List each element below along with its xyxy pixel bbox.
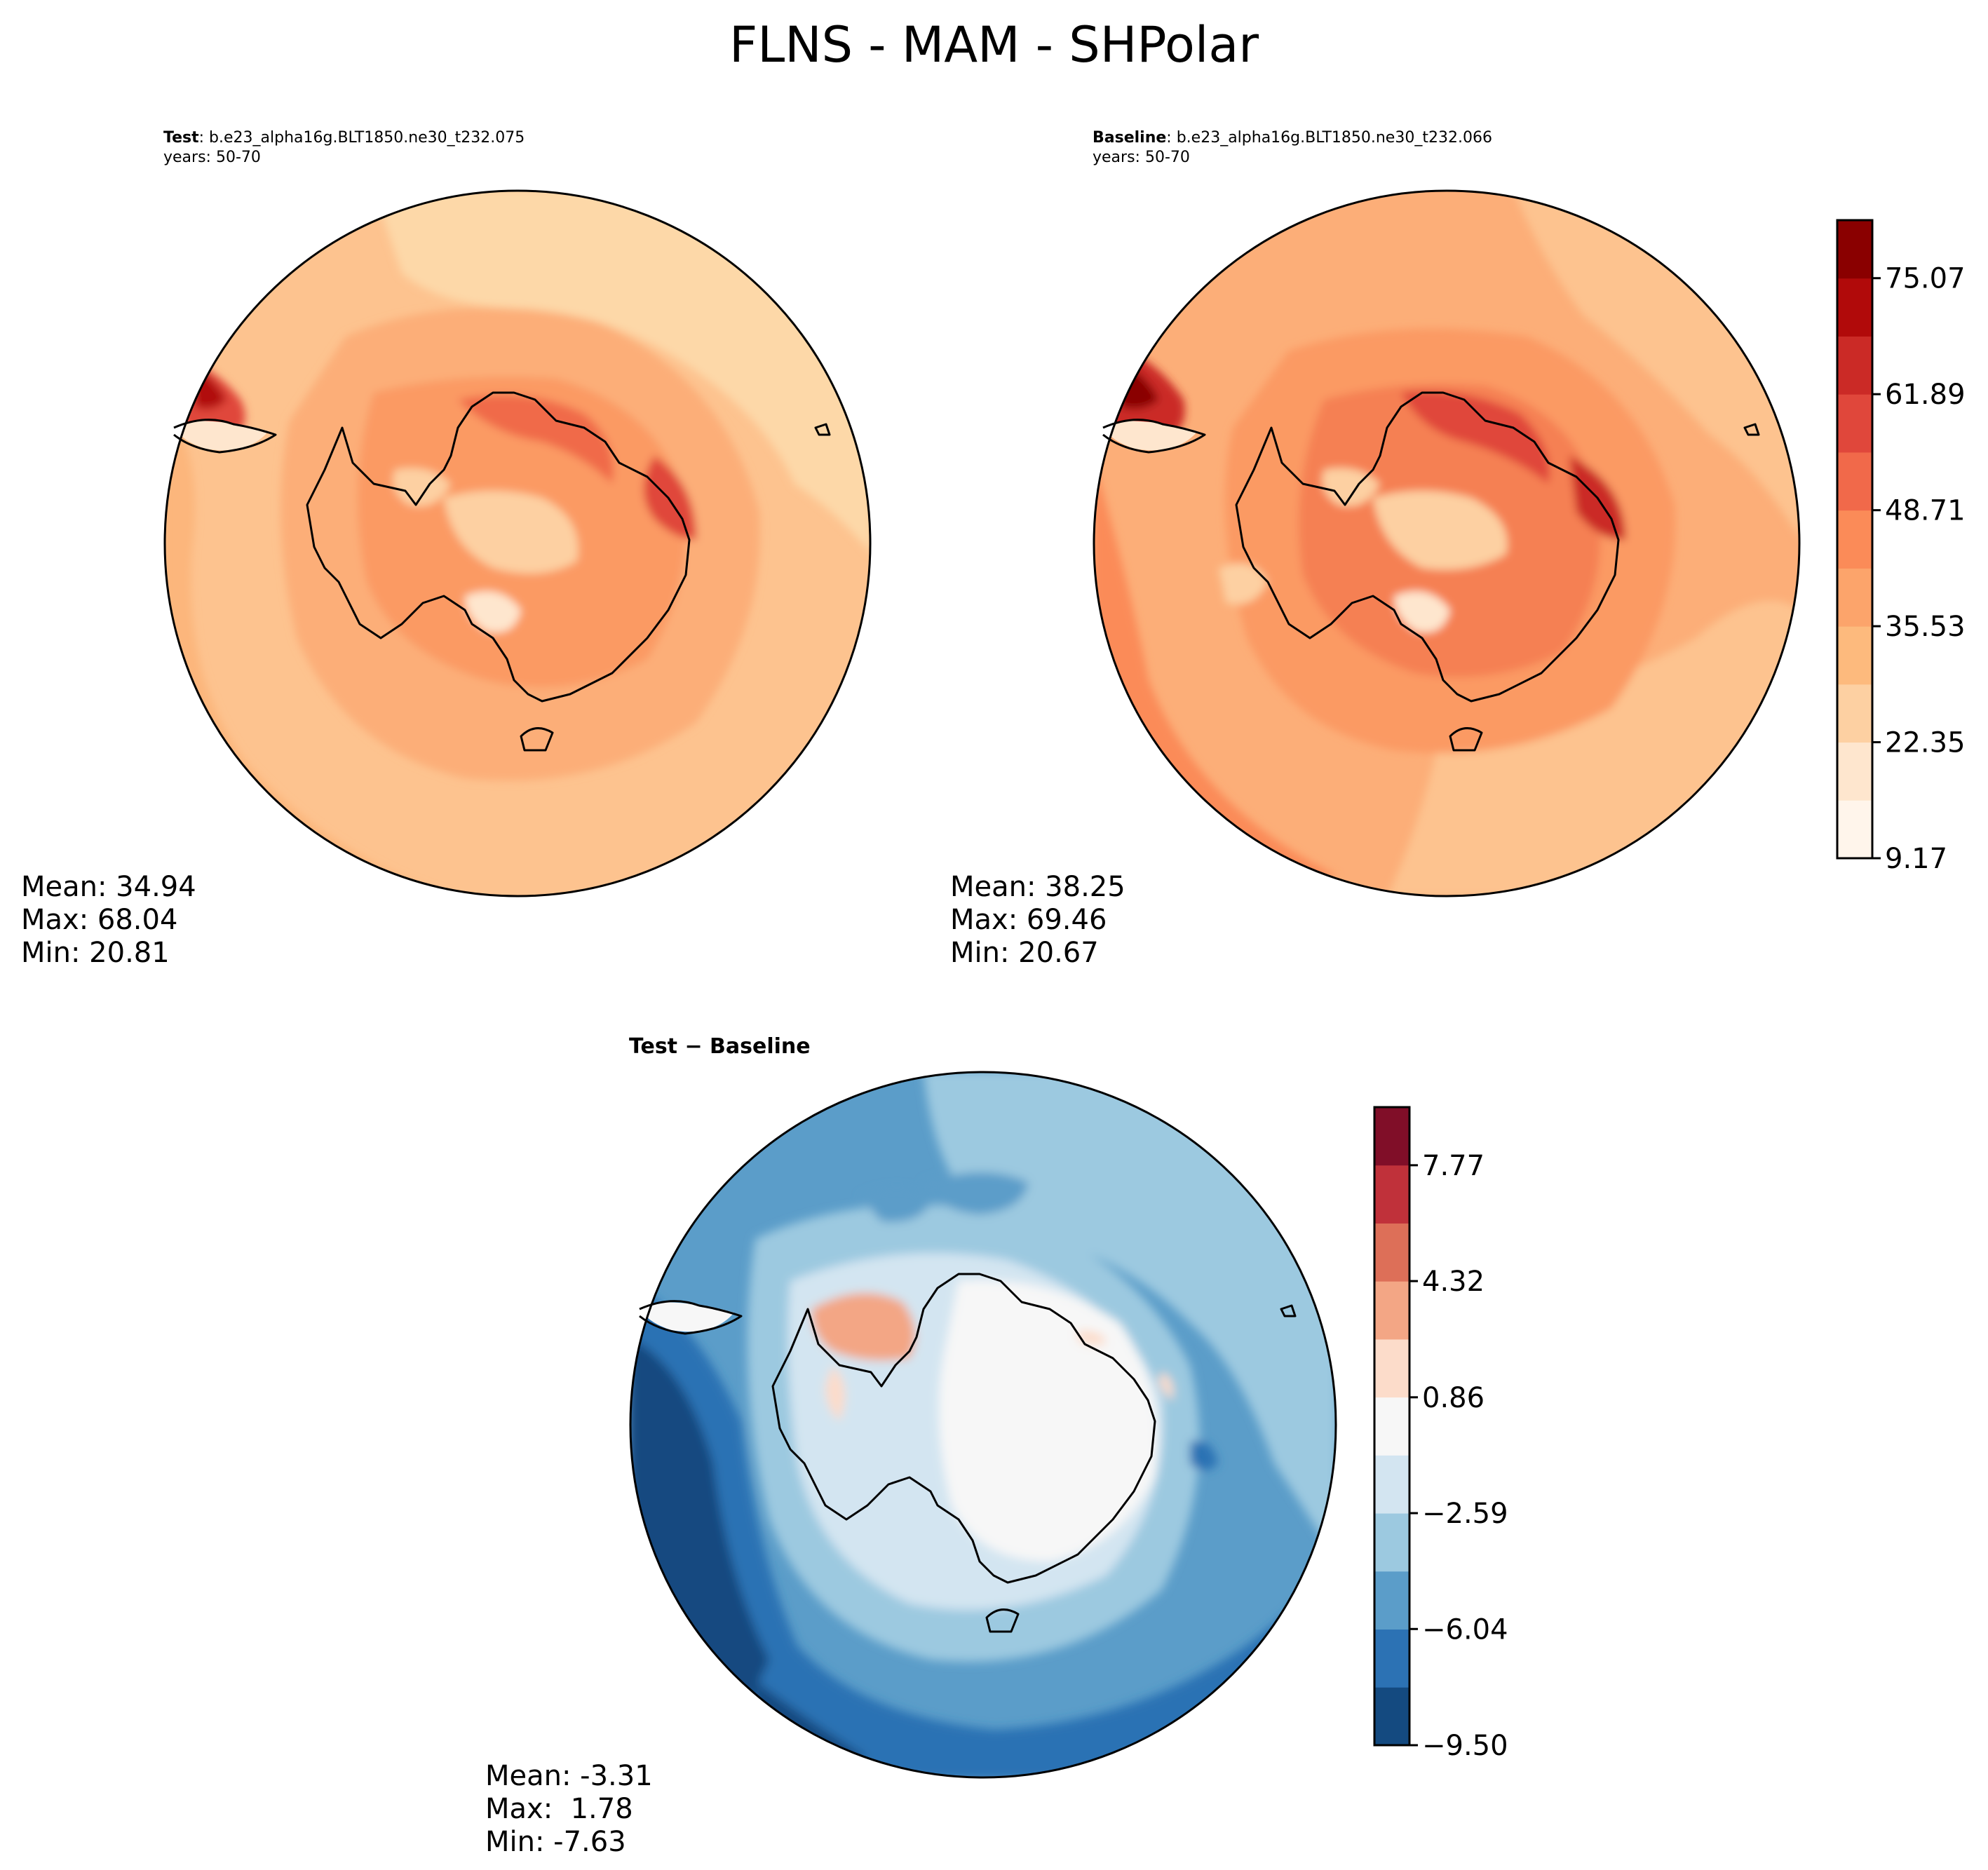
baseline-colorbar-segment [1837, 394, 1872, 453]
diff-colorbar-segment [1374, 1629, 1409, 1688]
baseline-stats: Mean: 38.25 Max: 69.46 Min: 20.67 [950, 871, 1125, 970]
diff-stats: Mean: -3.31 Max: 1.78 Min: -7.63 [485, 1760, 653, 1859]
baseline-colorbar-segment [1837, 220, 1872, 279]
baseline-min: Min: 20.67 [950, 937, 1099, 969]
test-min: Min: 20.81 [21, 937, 170, 969]
diff-max: Max: 1.78 [485, 1793, 633, 1825]
diff-colorbar-segment [1374, 1397, 1409, 1456]
diff-colorbar-segment [1374, 1165, 1409, 1224]
baseline-panel-title: Baseline: b.e23_alpha16g.BLT1850.ne30_t2… [1093, 128, 1492, 168]
baseline-colorbar-frame [1836, 219, 1874, 860]
diff-colorbar-segment [1374, 1513, 1409, 1572]
baseline-colorbar-segment [1837, 336, 1872, 395]
test-max: Max: 68.04 [21, 904, 178, 936]
diff-colorbar-tick-label: −2.59 [1422, 1498, 1508, 1530]
test-panel-title: Test: b.e23_alpha16g.BLT1850.ne30_t232.0… [163, 128, 525, 168]
baseline-colorbar-segment [1837, 800, 1872, 859]
baseline-colorbar-segment [1837, 626, 1872, 685]
test-map [163, 189, 872, 897]
baseline-colorbar-tick-label: 35.53 [1885, 611, 1966, 643]
baseline-colorbar-segment [1837, 684, 1872, 743]
baseline-colorbar-segment [1837, 510, 1872, 569]
baseline-colorbar: 9.17 22.35 35.53 48.71 61.89 75.07 [1836, 219, 1966, 875]
diff-colorbar-segment [1374, 1107, 1409, 1166]
baseline-colorbar-tick-label: 75.07 [1885, 263, 1966, 295]
test-field [165, 191, 870, 896]
baseline-colorbar-segment [1837, 742, 1872, 801]
test-mean: Mean: 34.94 [21, 871, 196, 903]
diff-field [630, 1072, 1336, 1777]
baseline-case: : b.e23_alpha16g.BLT1850.ne30_t232.066 [1166, 129, 1492, 147]
diff-min: Min: -7.63 [485, 1826, 626, 1858]
diff-colorbar-segment [1374, 1339, 1409, 1398]
diff-colorbar-segment [1374, 1223, 1409, 1282]
test-case: : b.e23_alpha16g.BLT1850.ne30_t232.075 [198, 129, 525, 147]
baseline-map [1093, 189, 1801, 897]
diff-coastline [639, 1273, 1297, 1633]
diff-colorbar-segment [1374, 1687, 1409, 1746]
baseline-colorbar-tick-label: 61.89 [1885, 379, 1966, 411]
baseline-colorbar-segment [1837, 452, 1872, 511]
diff-colorbar-tick-label: −6.04 [1422, 1613, 1508, 1646]
baseline-max: Max: 69.46 [950, 904, 1107, 936]
baseline-field [1094, 191, 1799, 896]
test-stats: Mean: 34.94 Max: 68.04 Min: 20.81 [21, 871, 196, 970]
diff-colorbar-frame [1373, 1106, 1411, 1747]
baseline-colorbar-segment [1837, 568, 1872, 627]
baseline-coastline [1102, 391, 1760, 752]
test-coastline [173, 391, 831, 752]
baseline-map-border [1093, 189, 1801, 897]
test-years: years: 50-70 [163, 149, 261, 166]
diff-colorbar-tick-label: −9.50 [1422, 1730, 1508, 1762]
diff-map [629, 1071, 1337, 1779]
diff-colorbar-segment [1374, 1455, 1409, 1514]
baseline-colorbar-tick-label: 22.35 [1885, 727, 1966, 759]
baseline-mean: Mean: 38.25 [950, 871, 1125, 903]
diff-colorbar: −9.50 −6.04 −2.59 0.86 4.32 7.77 [1373, 1106, 1508, 1762]
baseline-colorbar-tick-label: 9.17 [1885, 843, 1947, 875]
test-map-border [163, 189, 872, 897]
diff-colorbar-tick-label: 4.32 [1422, 1266, 1485, 1298]
baseline-years: years: 50-70 [1093, 149, 1190, 166]
baseline-colorbar-segment [1837, 278, 1872, 337]
diff-colorbar-tick-label: 7.77 [1422, 1150, 1485, 1182]
figure-title: FLNS - MAM - SHPolar [729, 16, 1259, 74]
diff-mean: Mean: -3.31 [485, 1760, 653, 1792]
diff-colorbar-segment [1374, 1281, 1409, 1340]
diff-colorbar-tick-label: 0.86 [1422, 1382, 1485, 1414]
test-label: Test [163, 129, 199, 147]
baseline-label: Baseline [1093, 129, 1167, 147]
diff-colorbar-segment [1374, 1571, 1409, 1630]
diff-map-border [629, 1071, 1337, 1779]
baseline-colorbar-tick-label: 48.71 [1885, 495, 1966, 527]
diff-panel-title: Test − Baseline [629, 1034, 811, 1059]
